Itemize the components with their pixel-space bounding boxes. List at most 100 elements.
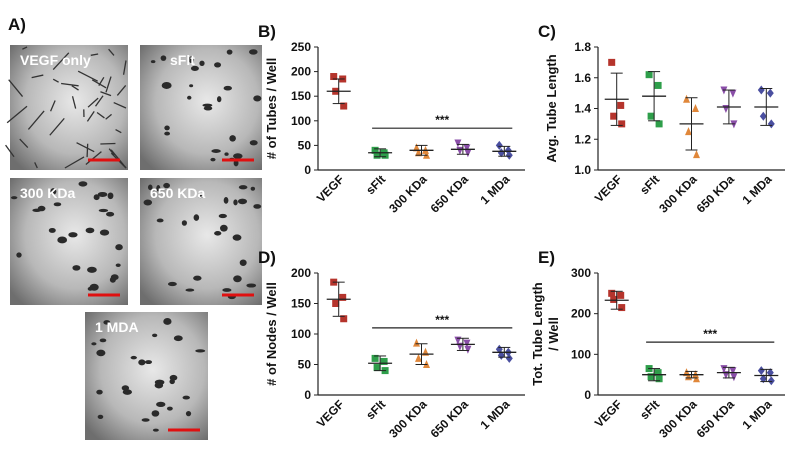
data-point xyxy=(685,127,692,136)
data-point xyxy=(371,146,379,154)
cell xyxy=(163,182,171,189)
tube xyxy=(64,156,85,169)
cell xyxy=(190,65,199,71)
y-tick-label: 100 xyxy=(571,347,591,361)
error-bar xyxy=(760,368,773,383)
data-point xyxy=(655,375,663,383)
data-point xyxy=(647,373,655,381)
y-tick-label: 1.0 xyxy=(574,163,591,177)
cell xyxy=(106,211,115,217)
cell xyxy=(167,281,177,287)
data-point xyxy=(647,112,655,120)
data-point xyxy=(608,289,616,297)
tube xyxy=(22,46,28,50)
error-bar xyxy=(610,72,623,126)
x-tick-label: VEGF xyxy=(314,172,347,205)
data-point xyxy=(463,144,471,153)
cell xyxy=(99,338,107,343)
cell xyxy=(143,199,153,206)
tube xyxy=(49,100,56,112)
cell xyxy=(37,205,46,212)
cell xyxy=(147,184,153,191)
error-bar xyxy=(456,337,469,351)
tube xyxy=(77,70,99,82)
cell xyxy=(97,191,108,197)
tube xyxy=(87,97,99,108)
data-point xyxy=(683,94,690,103)
x-tick-label: 650 KDa xyxy=(694,397,738,441)
tube xyxy=(34,162,38,169)
cell xyxy=(156,401,166,408)
tube xyxy=(116,85,127,96)
x-tick-label: 650 KDa xyxy=(694,172,738,216)
x-tick-label: 1 MDa xyxy=(740,172,775,207)
cell xyxy=(250,186,256,191)
image-label: 1 MDA xyxy=(95,319,139,335)
cell xyxy=(115,263,121,268)
cell xyxy=(122,389,132,395)
error-bar xyxy=(648,71,661,122)
data-point xyxy=(463,339,471,348)
significance-label: *** xyxy=(435,313,449,327)
cell xyxy=(164,125,170,131)
x-tick-label: sFlt xyxy=(363,397,388,422)
cell xyxy=(195,349,206,353)
error-bar xyxy=(610,290,623,310)
y-tick-label: 50 xyxy=(298,358,312,372)
data-point xyxy=(454,139,462,148)
y-axis-label: # of Tubes / Well xyxy=(264,58,279,159)
y-tick-label: 100 xyxy=(291,327,311,341)
panel-label: E) xyxy=(538,248,555,267)
error-bar xyxy=(374,355,387,372)
tube xyxy=(105,113,112,120)
data-point xyxy=(757,366,765,376)
y-tick-label: 300 xyxy=(571,266,591,280)
y-tick-label: 1.4 xyxy=(574,102,591,116)
cell xyxy=(97,414,104,419)
cell xyxy=(253,204,262,209)
cell xyxy=(169,374,178,381)
data-point xyxy=(381,151,389,159)
x-tick-label: 300 KDa xyxy=(656,397,700,441)
tube xyxy=(27,110,45,130)
cell xyxy=(173,335,183,342)
data-point xyxy=(617,291,625,299)
data-point xyxy=(495,140,503,150)
cell xyxy=(210,157,216,162)
cell xyxy=(87,267,96,272)
tube xyxy=(71,96,77,109)
x-tick-label: VEGF xyxy=(592,397,625,430)
significance-label: *** xyxy=(703,327,717,341)
cell xyxy=(160,55,167,61)
error-bar xyxy=(498,346,511,358)
cell xyxy=(152,333,158,338)
error-bar xyxy=(648,368,661,382)
tube xyxy=(91,79,107,89)
cell xyxy=(103,320,111,325)
y-tick-label: 1.8 xyxy=(574,40,591,54)
cell xyxy=(87,286,93,291)
data-point xyxy=(618,304,626,312)
x-tick-label: 300 KDa xyxy=(656,172,700,216)
data-point xyxy=(618,120,626,128)
cell xyxy=(138,359,146,366)
tube xyxy=(5,144,15,158)
cell xyxy=(72,265,81,271)
cell xyxy=(233,199,238,206)
cell xyxy=(181,220,187,226)
cell xyxy=(216,96,222,103)
cell xyxy=(68,232,78,238)
x-tick-label: 1 MDa xyxy=(740,397,775,432)
data-point xyxy=(464,345,472,354)
cell xyxy=(253,95,262,102)
error-bar xyxy=(722,89,735,125)
y-tick-label: 250 xyxy=(291,40,311,54)
cell xyxy=(223,196,229,204)
error-bar xyxy=(415,144,428,156)
tube xyxy=(105,76,112,93)
y-tick-label: 200 xyxy=(291,65,311,79)
data-point xyxy=(415,353,422,362)
panel-label: B) xyxy=(258,22,276,41)
cell xyxy=(238,185,248,190)
